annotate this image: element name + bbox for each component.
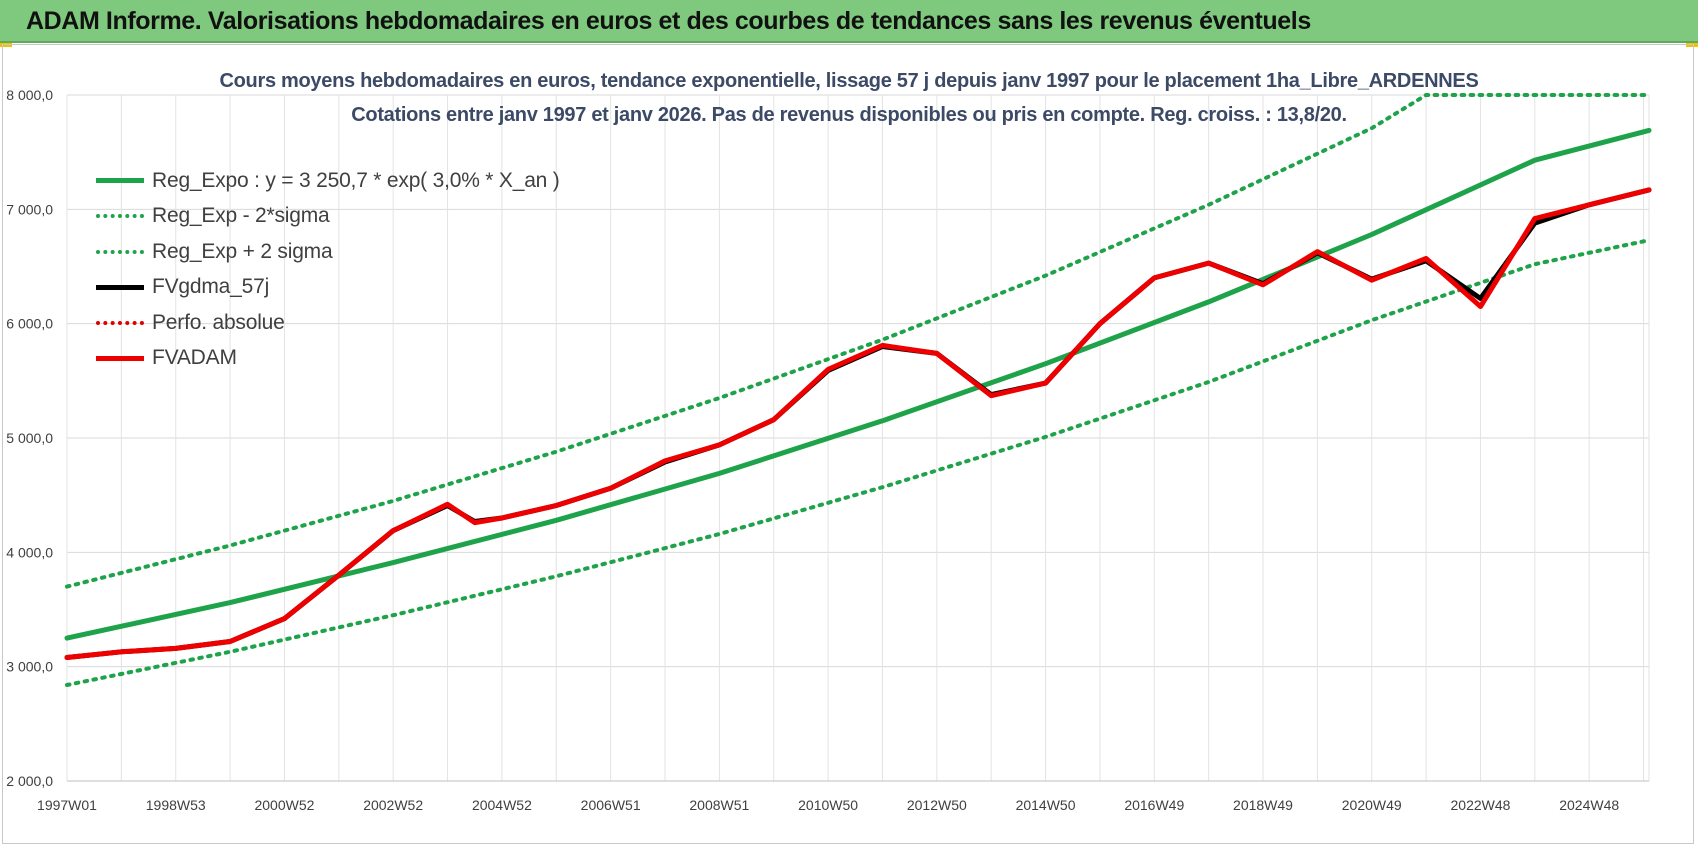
corner-mark-right bbox=[1686, 43, 1698, 47]
chart-title: Cours moyens hebdomadaires en euros, ten… bbox=[219, 70, 1479, 92]
y-tick-label: 6 000,0 bbox=[6, 316, 53, 332]
y-tick-label: 8 000,0 bbox=[6, 87, 53, 103]
legend-item: Reg_Exp - 2*sigma bbox=[96, 199, 560, 235]
legend-item: Perfo. absolue bbox=[96, 305, 560, 341]
legend-label: Reg_Expo : y = 3 250,7 * exp( 3,0% * X_a… bbox=[152, 168, 560, 192]
legend-item: Reg_Expo : y = 3 250,7 * exp( 3,0% * X_a… bbox=[96, 163, 560, 199]
chart-subtitle: Cotations entre janv 1997 et janv 2026. … bbox=[351, 104, 1347, 126]
legend-swatch bbox=[96, 320, 144, 325]
x-tick-label: 2004W52 bbox=[472, 797, 532, 813]
legend-item: FVgdma_57j bbox=[96, 270, 560, 306]
x-tick-label: 1997W01 bbox=[37, 797, 97, 813]
x-tick-label: 2016W49 bbox=[1124, 797, 1184, 813]
legend-swatch bbox=[96, 249, 144, 254]
series-line-1 bbox=[65, 238, 1651, 687]
legend-swatch bbox=[96, 178, 144, 184]
y-tick-label: 5 000,0 bbox=[6, 430, 53, 446]
x-tick-label: 2002W52 bbox=[363, 797, 423, 813]
corner-mark-left bbox=[0, 43, 12, 47]
chart-frame bbox=[2, 44, 1694, 844]
x-tick-label: 2020W49 bbox=[1342, 797, 1402, 813]
series-line-5 bbox=[64, 187, 1652, 660]
legend-swatch bbox=[96, 284, 144, 290]
x-tick-label: 2018W49 bbox=[1233, 797, 1293, 813]
x-tick-label: 2014W50 bbox=[1016, 797, 1076, 813]
legend-swatch bbox=[96, 355, 144, 361]
chart-legend: Reg_Expo : y = 3 250,7 * exp( 3,0% * X_a… bbox=[96, 163, 560, 376]
x-tick-label: 2006W51 bbox=[581, 797, 641, 813]
y-tick-label: 7 000,0 bbox=[6, 201, 53, 217]
x-tick-label: 2024W48 bbox=[1559, 797, 1619, 813]
y-tick-label: 4 000,0 bbox=[6, 544, 53, 560]
x-tick-label: 2010W50 bbox=[798, 797, 858, 813]
legend-item: Reg_Exp + 2 sigma bbox=[96, 234, 560, 270]
y-tick-label: 3 000,0 bbox=[6, 659, 53, 675]
legend-label: FVgdma_57j bbox=[152, 275, 270, 299]
x-tick-label: 2012W50 bbox=[907, 797, 967, 813]
legend-label: Reg_Exp - 2*sigma bbox=[152, 204, 330, 228]
series-line-2 bbox=[65, 93, 1651, 589]
legend-label: Perfo. absolue bbox=[152, 310, 285, 334]
legend-label: FVADAM bbox=[152, 346, 237, 370]
y-tick-label: 2 000,0 bbox=[6, 773, 53, 789]
banner-title: ADAM Informe. Valorisations hebdomadaire… bbox=[26, 7, 1311, 35]
x-tick-label: 1998W53 bbox=[146, 797, 206, 813]
legend-label: Reg_Exp + 2 sigma bbox=[152, 239, 333, 263]
x-tick-label: 2022W48 bbox=[1451, 797, 1511, 813]
x-tick-label: 2008W51 bbox=[689, 797, 749, 813]
legend-item: FVADAM bbox=[96, 341, 560, 377]
header-banner: ADAM Informe. Valorisations hebdomadaire… bbox=[0, 0, 1698, 43]
x-tick-label: 2000W52 bbox=[254, 797, 314, 813]
legend-swatch bbox=[96, 214, 144, 219]
